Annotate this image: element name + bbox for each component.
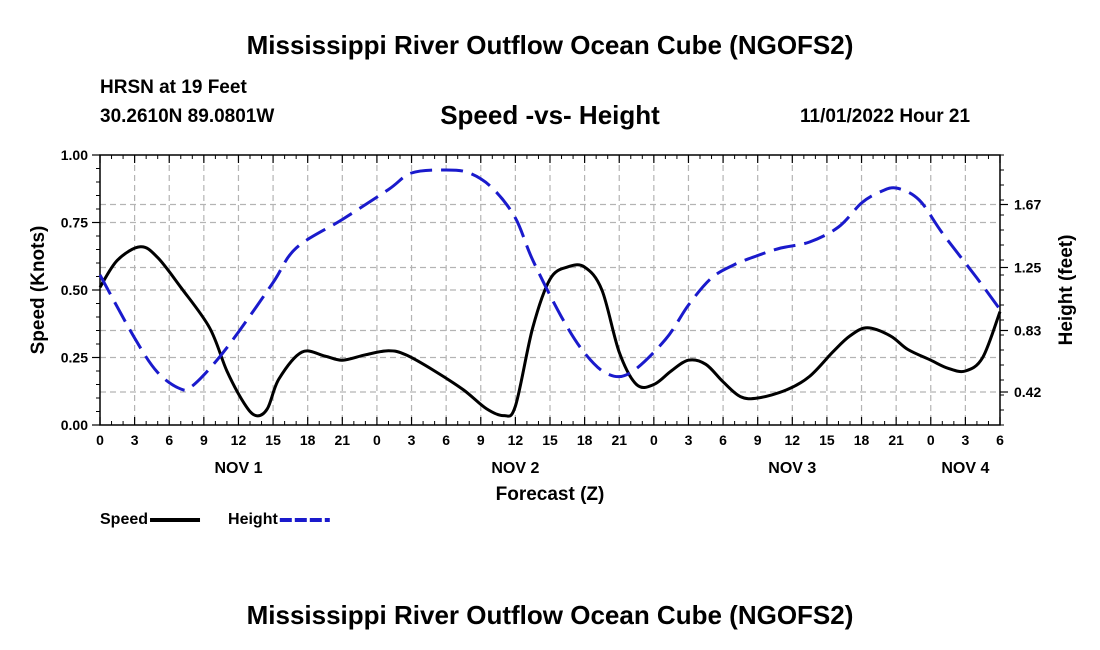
x-tick-label: 3 xyxy=(685,432,693,448)
x-tick-label: 9 xyxy=(754,432,762,448)
x-tick-label: 21 xyxy=(611,432,627,448)
y2-tick-label: 1.67 xyxy=(1014,197,1041,213)
y-tick-label: 1.00 xyxy=(61,147,88,163)
day-label: NOV 2 xyxy=(491,460,539,477)
y-tick-label: 0.50 xyxy=(61,282,88,298)
x-tick-label: 12 xyxy=(508,432,524,448)
x-tick-label: 3 xyxy=(961,432,969,448)
station-coordinates: 30.2610N 89.0801W xyxy=(100,106,275,127)
x-tick-label: 12 xyxy=(231,432,247,448)
speed-series-line xyxy=(98,245,1002,418)
main-title-bottom: Mississippi River Outflow Ocean Cube (NG… xyxy=(246,600,854,630)
x-tick-label: 3 xyxy=(131,432,139,448)
x-axis-title: Forecast (Z) xyxy=(496,484,605,505)
station-name: HRSN at 19 Feet xyxy=(100,77,247,98)
tick-labels: 0 3 6 9 12 15 18 21 0 3 6 9 12 15 18 21 0 3 6 9 12 15 18 21 0 3 6N… xyxy=(61,147,1042,477)
x-tick-label: 0 xyxy=(927,432,935,448)
day-label: NOV 4 xyxy=(941,460,989,477)
main-title-top: Mississippi River Outflow Ocean Cube (NG… xyxy=(246,30,854,60)
grid-lines xyxy=(100,155,1000,425)
y2-tick-label: 1.25 xyxy=(1014,260,1041,276)
x-tick-label: 21 xyxy=(335,432,351,448)
legend-label-speed: Speed xyxy=(100,511,148,528)
y-tick-label: 0.25 xyxy=(61,350,88,366)
chart-subtitle: Speed -vs- Height xyxy=(440,100,660,130)
x-tick-label: 15 xyxy=(819,432,835,448)
y2-axis-title: Height (feet) xyxy=(1056,235,1077,346)
series xyxy=(98,168,1002,418)
x-tick-label: 0 xyxy=(373,432,381,448)
x-tick-label: 9 xyxy=(200,432,208,448)
y2-tick-label: 0.42 xyxy=(1014,384,1041,400)
x-tick-label: 9 xyxy=(477,432,485,448)
x-tick-label: 18 xyxy=(577,432,593,448)
y-tick-label: 0.00 xyxy=(61,417,88,433)
x-tick-label: 6 xyxy=(442,432,450,448)
legend: Speed Height xyxy=(100,511,330,528)
x-tick-label: 3 xyxy=(408,432,416,448)
x-tick-label: 0 xyxy=(650,432,658,448)
x-tick-label: 0 xyxy=(96,432,104,448)
day-label: NOV 3 xyxy=(768,460,816,477)
day-label: NOV 1 xyxy=(214,460,262,477)
x-tick-label: 21 xyxy=(888,432,904,448)
y-axis-title: Speed (Knots) xyxy=(28,226,49,355)
x-tick-label: 12 xyxy=(785,432,801,448)
y2-tick-label: 0.83 xyxy=(1014,323,1041,339)
x-tick-label: 15 xyxy=(542,432,558,448)
axis-ticks xyxy=(92,154,1008,426)
y-tick-label: 0.75 xyxy=(61,215,88,231)
x-tick-label: 18 xyxy=(300,432,316,448)
x-tick-label: 15 xyxy=(265,432,281,448)
x-tick-label: 18 xyxy=(854,432,870,448)
speed-height-chart: 0 3 6 9 12 15 18 21 0 3 6 9 12 15 18 21 0 3 6 9 12 15 18 21 0 3 6N… xyxy=(28,147,1077,528)
x-tick-label: 6 xyxy=(165,432,173,448)
valid-time: 11/01/2022 Hour 21 xyxy=(800,106,971,127)
x-tick-label: 6 xyxy=(996,432,1004,448)
x-tick-label: 6 xyxy=(719,432,727,448)
legend-label-height: Height xyxy=(228,511,278,528)
height-series-line xyxy=(98,168,1002,392)
